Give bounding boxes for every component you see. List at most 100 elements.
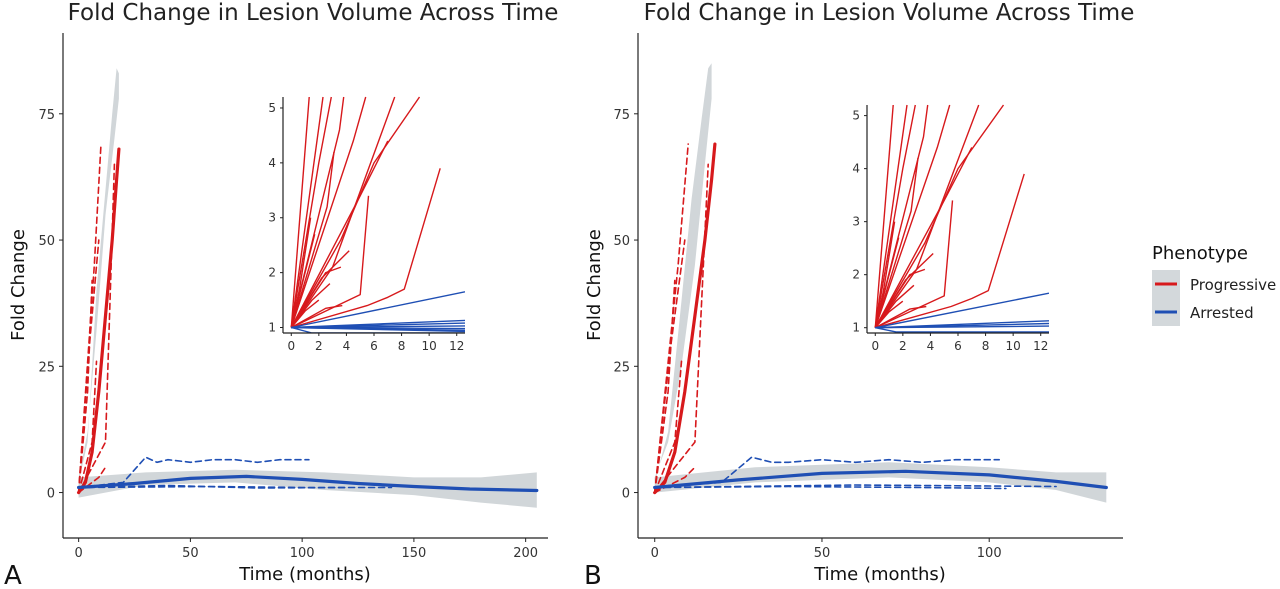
- inset-x-tick-label: 6: [954, 339, 962, 353]
- chart-title: Fold Change in Lesion Volume Across Time: [68, 0, 559, 26]
- arrested-confidence-ribbon: [654, 462, 1107, 503]
- x-axis-label: Time (months): [813, 564, 946, 585]
- inset-progressive-line-13: [875, 173, 1025, 329]
- progressive-dashed-line-4: [653, 360, 683, 494]
- y-tick-label: 0: [47, 487, 55, 502]
- progressive-dashed-line-5: [77, 466, 107, 494]
- inset-progressive-line-14: [290, 195, 370, 329]
- arrested-dashed-line-10: [653, 484, 1057, 489]
- legend-title: Phenotype: [1152, 243, 1248, 264]
- arrested-fit-line-7: [653, 469, 1108, 490]
- inset-progressive-line-2: [874, 104, 916, 328]
- inset-x-tick-label: 12: [1033, 339, 1048, 353]
- inset-x-tick-label: 2: [899, 339, 907, 353]
- arrested-dashed-line-10: [77, 484, 348, 489]
- y-tick-label: 50: [38, 234, 55, 249]
- legend-label-arrested: Arrested: [1190, 304, 1254, 322]
- inset-progressive-line-17: [290, 217, 312, 328]
- arrested-fit-line-7: [77, 474, 539, 493]
- panel-a: Fold Change in Lesion Volume Across Time…: [4, 0, 558, 589]
- progressive-dashed-line-4: [77, 360, 98, 494]
- inset-progressive-line-13: [291, 168, 441, 329]
- inset-progressive-line-9: [290, 266, 342, 328]
- inset-y-tick-label: 2: [268, 266, 276, 280]
- inset-x-tick-label: 8: [982, 339, 990, 353]
- inset-arrested-line-24: [291, 326, 465, 333]
- y-tick-label: 75: [613, 108, 630, 123]
- plot-area: [77, 68, 539, 508]
- inset-progressive-line-0: [290, 96, 310, 328]
- inset-progressive-line-6: [290, 140, 389, 328]
- inset-x-tick-label: 8: [398, 339, 406, 353]
- panel-letter: A: [4, 561, 22, 589]
- panel-b: Fold Change in Lesion Volume Across Time…: [584, 0, 1134, 589]
- inset-arrested-line-25: [291, 326, 465, 333]
- x-tick-label: 100: [977, 546, 1002, 561]
- inset-x-tick-label: 12: [449, 339, 464, 353]
- legend-label-progressive: Progressive: [1190, 276, 1276, 294]
- inset-progressive-line-6: [874, 147, 973, 329]
- progressive-dashed-line-3: [77, 279, 93, 494]
- x-tick-label: 0: [75, 546, 83, 561]
- arrested-dashed-line-9: [653, 485, 1007, 490]
- arrested-dashed-line-8: [653, 456, 1000, 489]
- inset-y-tick-label: 3: [852, 215, 860, 229]
- inset-x-tick-label: 0: [287, 339, 295, 353]
- y-axis-label: Fold Change: [584, 229, 605, 341]
- chart-title: Fold Change in Lesion Volume Across Time: [644, 0, 1135, 26]
- y-tick-label: 50: [613, 234, 630, 249]
- x-tick-label: 0: [651, 546, 659, 561]
- y-tick-label: 25: [613, 360, 630, 375]
- progressive-dashed-line-3: [653, 279, 676, 494]
- progressive-confidence-ribbon: [654, 63, 712, 483]
- inset-arrested-line-22: [875, 327, 1049, 333]
- x-tick-label: 50: [182, 546, 199, 561]
- panel-letter: B: [584, 561, 602, 589]
- inset-progressive-line-4: [290, 96, 367, 328]
- y-tick-label: 25: [38, 360, 55, 375]
- inset-x-tick-label: 10: [422, 339, 437, 353]
- inset-plot-area: [290, 96, 465, 333]
- progressive-dashed-line-6: [77, 163, 116, 494]
- progressive-confidence-ribbon: [78, 68, 119, 483]
- y-tick-label: 75: [38, 108, 55, 123]
- inset-x-tick-label: 2: [315, 339, 323, 353]
- inset-progressive-line-0: [874, 104, 894, 328]
- inset-progressive-line-11: [290, 299, 320, 328]
- inset-progressive-line-9: [874, 268, 926, 329]
- inset-progressive-line-2: [290, 96, 332, 328]
- inset-progressive-line-16: [290, 151, 335, 328]
- inset-progressive-line-16: [874, 157, 919, 328]
- legend: Phenotype Progressive Arrested: [1152, 243, 1276, 326]
- x-tick-label: 150: [401, 546, 426, 561]
- inset-arrested-line-21: [875, 325, 1049, 329]
- inset-progressive-line-4: [874, 104, 951, 328]
- inset-progressive-line-7: [290, 96, 421, 328]
- inset-y-tick-label: 2: [852, 268, 860, 282]
- inset-y-tick-label: 3: [268, 211, 276, 225]
- inset-y-tick-label: 1: [268, 321, 276, 335]
- inset-x-tick-label: 4: [927, 339, 935, 353]
- progressive-dashed-line-6: [653, 163, 709, 494]
- inset-arrested-line-18: [875, 292, 1049, 329]
- inset-progressive-line-1: [290, 96, 324, 328]
- inset-progressive-line-17: [874, 221, 896, 328]
- plot-area: [653, 63, 1108, 503]
- inset-x-tick-label: 6: [370, 339, 378, 353]
- inset-progressive-line-11: [874, 300, 904, 329]
- inset-arrested-line-18: [291, 291, 465, 329]
- inset-y-tick-label: 4: [268, 156, 276, 170]
- progressive-fit-line-0: [77, 147, 121, 495]
- inset-progressive-line-1: [874, 104, 908, 328]
- inset-x-tick-label: 0: [871, 339, 879, 353]
- inset-y-tick-label: 5: [852, 109, 860, 123]
- inset-plot-area: [874, 104, 1049, 333]
- inset-y-tick-label: 1: [852, 321, 860, 335]
- inset-progressive-line-14: [875, 200, 954, 329]
- inset-x-tick-label: 10: [1006, 339, 1021, 353]
- y-axis-label: Fold Change: [8, 229, 29, 341]
- inset-progressive-line-7: [874, 104, 1005, 329]
